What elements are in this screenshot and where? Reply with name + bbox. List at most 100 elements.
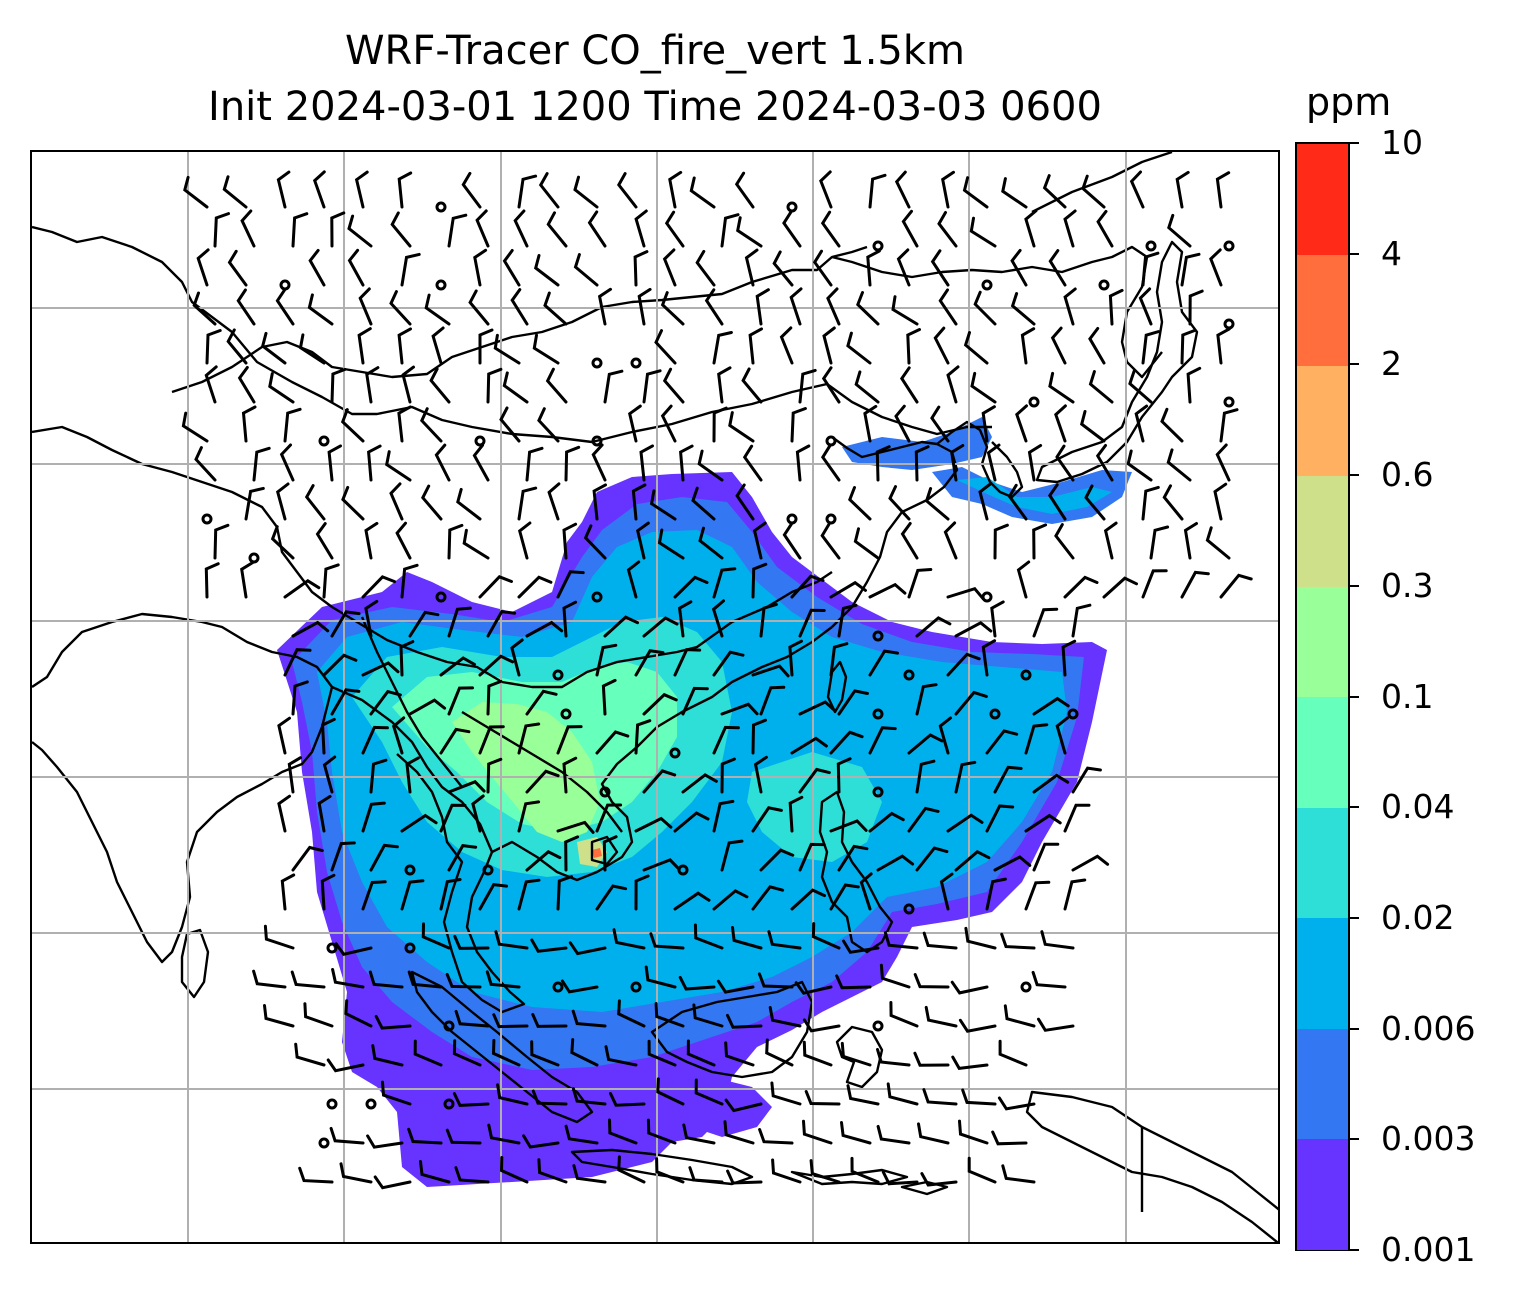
wind-barb — [907, 568, 933, 599]
colorbar-segment — [1297, 475, 1348, 587]
wind-barb — [634, 874, 650, 911]
wind-barb — [790, 888, 826, 911]
wind-barb — [361, 801, 386, 833]
wind-barb — [407, 1127, 443, 1145]
wind-barb — [1180, 252, 1201, 287]
wind-barb — [347, 248, 365, 287]
wind-barb — [408, 698, 447, 716]
wind-barb — [595, 730, 630, 755]
wind-barb — [454, 1166, 490, 1184]
wind-barb — [673, 891, 711, 911]
wind-barb — [853, 527, 880, 560]
wind-barb — [531, 1013, 568, 1028]
wind-barb — [303, 1002, 334, 1028]
wind-barb — [1129, 170, 1145, 209]
calm-wind-marker — [318, 435, 330, 447]
wind-barb — [654, 329, 677, 365]
wind-barb — [646, 1118, 677, 1145]
wind-barb — [595, 884, 628, 911]
wind-barb — [914, 445, 930, 482]
wind-barb — [517, 575, 553, 599]
wind-barb — [866, 249, 881, 287]
wind-barb — [915, 759, 936, 794]
wind-barb — [1032, 523, 1048, 560]
wind-barb — [1215, 171, 1231, 209]
wind-barb — [656, 1077, 685, 1106]
coast-china-east — [831, 436, 959, 628]
wind-barb — [896, 248, 911, 287]
wind-barb — [445, 1128, 482, 1145]
wind-barb — [1180, 328, 1197, 365]
wind-barb — [226, 328, 248, 365]
wind-barb — [204, 365, 218, 404]
wind-barb — [439, 803, 467, 833]
wind-barb — [413, 1039, 443, 1067]
wind-barb — [802, 1018, 841, 1033]
wind-barb — [720, 702, 759, 716]
wind-barb — [891, 295, 919, 326]
wind-barb — [697, 449, 724, 482]
wind-barb — [859, 872, 873, 911]
wind-barb — [1183, 522, 1198, 560]
wind-barb — [532, 333, 560, 365]
wind-barb — [1031, 970, 1067, 989]
wind-barb — [1024, 723, 1049, 755]
wind-barb — [759, 685, 786, 716]
wind-barb — [688, 1166, 724, 1184]
wind-barb — [692, 1003, 724, 1028]
wind-barb — [291, 680, 309, 716]
wind-barb — [724, 1041, 755, 1067]
wind-barb — [731, 926, 763, 950]
wind-barb — [798, 700, 837, 716]
wind-barb — [1126, 449, 1153, 482]
wind-barb — [478, 328, 494, 365]
wind-barb — [1016, 560, 1031, 599]
wind-barb — [517, 722, 541, 755]
wind-barb — [924, 1005, 958, 1028]
wind-barb — [724, 1098, 763, 1113]
wind-barb — [938, 716, 952, 755]
wind-barb — [331, 968, 365, 989]
wind-barb — [562, 522, 578, 560]
wind-barb — [1215, 443, 1231, 482]
wind-barb — [447, 686, 474, 716]
colorbar-tick-mark — [1350, 584, 1359, 587]
wind-barb — [525, 769, 560, 794]
wind-barb — [473, 248, 488, 287]
wind-barb — [998, 1039, 1028, 1067]
wind-barb — [400, 879, 425, 911]
wind-barb — [591, 443, 607, 482]
wind-barb — [876, 854, 915, 872]
wind-barb — [913, 973, 950, 989]
wind-barb — [298, 333, 326, 365]
wind-barb — [1054, 404, 1067, 443]
wind-barb — [829, 819, 868, 833]
wind-barb — [322, 653, 358, 677]
calm-wind-marker — [1020, 669, 1032, 681]
calm-wind-marker — [201, 513, 213, 525]
wind-barb — [798, 608, 826, 638]
wind-barb — [510, 288, 529, 326]
wind-barb — [837, 844, 869, 872]
wind-barb — [602, 835, 618, 872]
wind-barb — [617, 1155, 646, 1184]
wind-barb — [276, 170, 291, 209]
wind-barb — [829, 883, 860, 911]
wind-barb — [639, 444, 654, 482]
map-panel[interactable] — [30, 150, 1280, 1244]
wind-barb — [1141, 485, 1160, 521]
wind-barb — [517, 800, 541, 833]
wind-barb — [790, 407, 807, 443]
wind-barb — [1128, 369, 1153, 404]
wind-barb — [728, 411, 755, 443]
wind-barb — [682, 1123, 716, 1145]
calm-wind-marker — [591, 357, 603, 369]
wind-barb — [937, 211, 958, 248]
wind-barb — [694, 1078, 724, 1106]
calm-wind-marker — [1020, 981, 1032, 993]
wind-barb — [1205, 526, 1231, 560]
wind-barb — [633, 250, 649, 287]
wind-barb — [809, 1159, 841, 1184]
calm-wind-marker — [1028, 396, 1040, 408]
wind-barb — [954, 621, 993, 638]
